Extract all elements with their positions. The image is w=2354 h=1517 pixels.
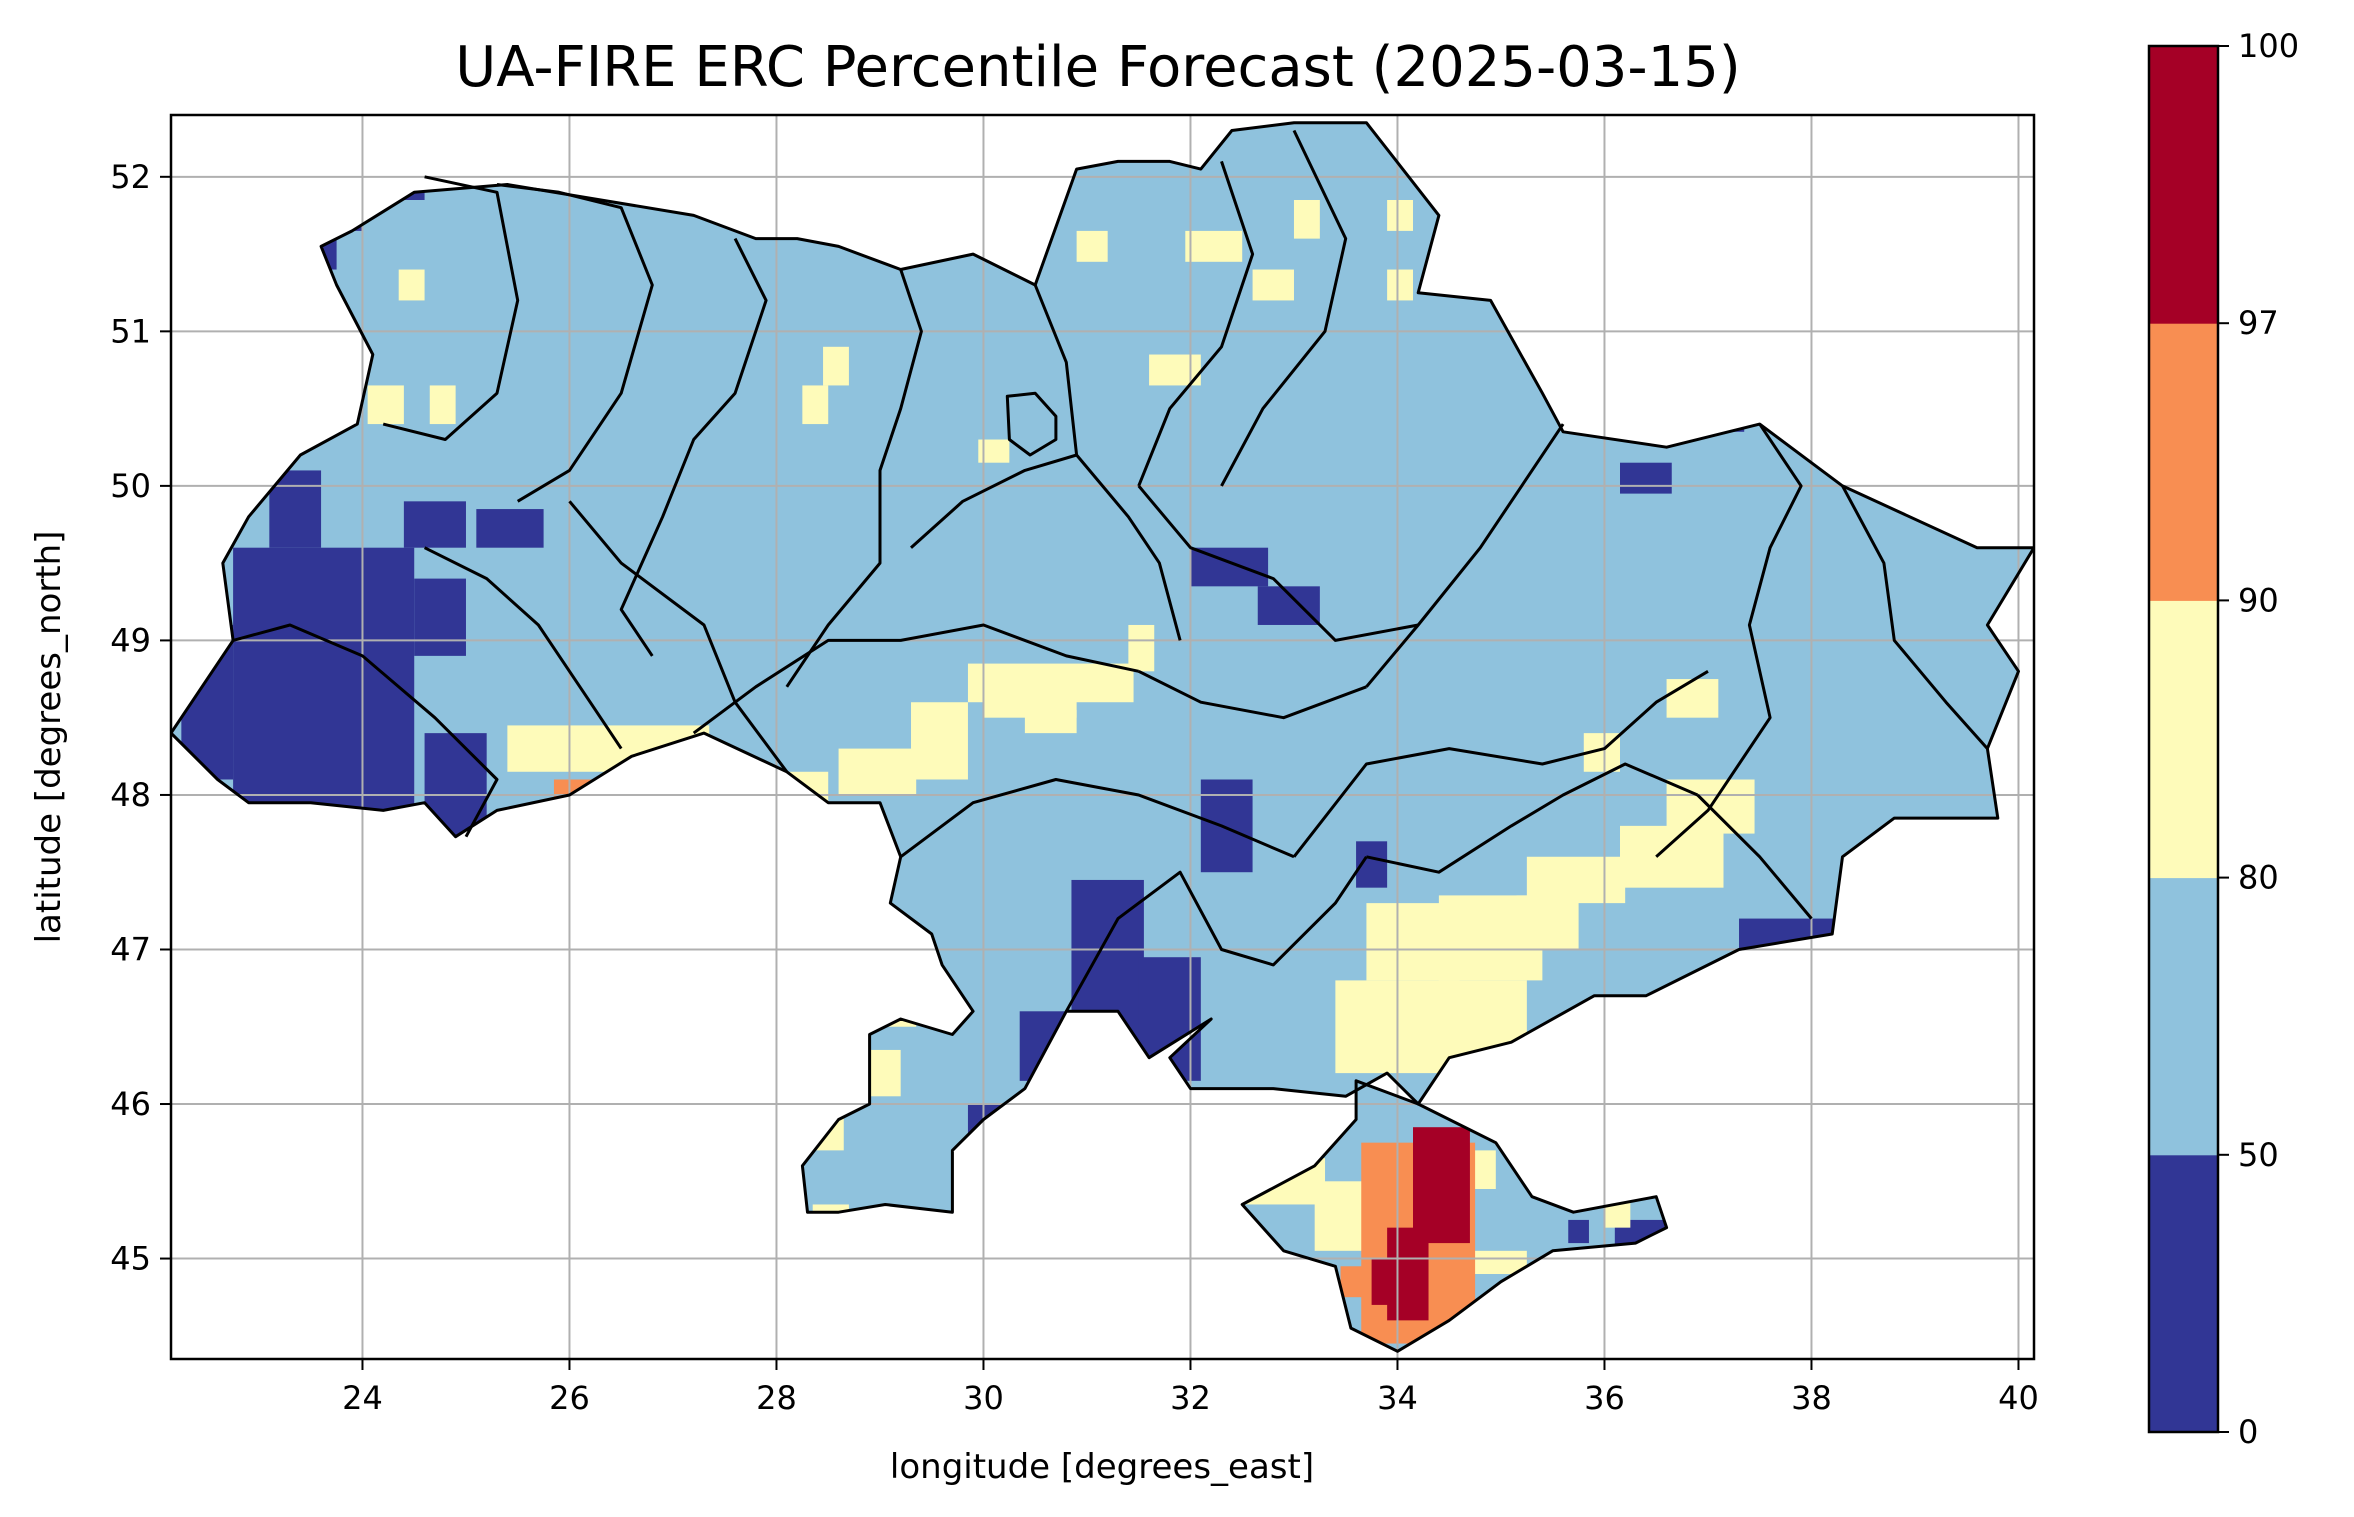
oblast-border [1033,284,1182,641]
heatmap-cell-yellow [1526,856,1626,904]
colorbar-tick-label: 50 [2238,1136,2279,1174]
heatmap-cell-yellow [1252,269,1294,301]
plot-frame [169,113,2036,1361]
heatmap-cell-yellow [1076,230,1108,262]
oblast-border [1064,855,1368,1013]
colorbar: 0 50 80 90 97 100 [2147,27,2299,1451]
crimea-border [1240,1079,1669,1353]
oblast-border [619,237,768,657]
colorbar-segment [2149,323,2218,601]
heatmap-cell-yellow [802,385,829,425]
oblast-border [496,183,654,503]
oblast-border [785,269,923,688]
oblast-border [1366,762,1699,874]
oblast-border [382,175,520,441]
oblast-border [692,623,1140,735]
heatmap-cell-yellow [911,702,968,780]
x-axis-label: longitude [degrees_east] [890,1447,1314,1487]
heatmap-cell-yellow [1516,895,1579,950]
oblast-border [1696,793,1813,920]
oblast-border [1137,484,1419,642]
x-tick-label: 32 [1170,1379,1211,1417]
y-tick-label: 48 [110,776,151,814]
colorbar-segment [2149,1154,2218,1433]
x-tick-label: 34 [1377,1379,1418,1417]
heatmap-cell-yellow [1293,199,1320,239]
oblast-border [1137,160,1255,487]
heatmap-cell-yellow [869,1049,901,1097]
heatmap-cell-blue [1620,462,1672,494]
x-tick-label: 30 [963,1379,1004,1417]
colorbar-tick-label: 100 [2238,27,2299,65]
oblast-border [899,778,1295,859]
heatmap-cell-yellow [429,385,456,425]
heatmap-cell-yellow [367,385,404,425]
heatmap-cell-blue [1190,547,1269,587]
colorbar-segment [2149,877,2218,1156]
y-tick-label: 52 [110,158,151,196]
colorbar-tick-label: 90 [2238,581,2279,619]
x-tick-label: 26 [549,1379,590,1417]
y-tick-label: 46 [110,1085,151,1123]
chart-title: UA-FIRE ERC Percentile Forecast (2025-03… [455,35,1740,100]
oblast-border [423,546,623,750]
y-axis-ticks: 45 46 47 48 49 50 51 52 [110,158,171,1278]
x-tick-label: 24 [342,1379,383,1417]
colorbar-segment [2149,46,2218,324]
colorbar-frame [2147,44,2220,1434]
oblast-border [568,500,789,773]
y-tick-label: 51 [110,312,151,350]
heatmap-cell-orange [1340,1266,1372,1298]
y-axis-label: latitude [degrees_north] [29,531,69,944]
heatmap-cell-blue [233,547,415,811]
y-tick-label: 49 [110,621,151,659]
colorbar-segment [2149,600,2218,879]
y-tick-label: 50 [110,467,151,505]
heatmap-cell-yellow [838,748,917,795]
heatmap-cell-yellow [823,346,849,386]
oblast-borders [171,121,2034,1353]
oblast-border [909,453,1078,549]
colorbar-tick-label: 80 [2238,859,2279,897]
oblast-border [1655,423,1803,858]
heatmap-cell-red [1413,1127,1470,1244]
heatmap-cell-yellow [1666,679,1719,718]
y-tick-label: 45 [110,1240,151,1278]
gridlines [171,115,2034,1359]
x-axis-ticks: 24 26 28 30 32 34 36 38 40 [342,1359,2039,1417]
heatmap-cell-blue [1200,779,1253,873]
heatmap-cell-yellow [978,439,1010,463]
oblast-border [1841,485,1989,750]
heatmap-cell-blue [476,509,544,548]
heatmap-cell-yellow [398,269,425,301]
country-border [171,121,2034,1214]
x-tick-label: 38 [1791,1379,1832,1417]
oblast-border [232,623,499,838]
heatmap-cell-yellow [1024,709,1077,734]
colorbar-tick-label: 0 [2238,1413,2258,1451]
kyiv-city-border [1005,391,1058,457]
heatmap-cell-blue [414,578,466,656]
heatmap-cell-blue [403,501,466,548]
heatmap-cell-yellow [1387,199,1413,231]
x-tick-label: 28 [756,1379,797,1417]
x-tick-label: 36 [1584,1379,1625,1417]
oblast-border [1365,423,1565,688]
oblast-border [1220,129,1348,487]
heatmap-cell-blue [1568,1219,1589,1244]
heatmap-cell-yellow [1185,230,1243,262]
oblast-border [1292,670,1709,858]
heatmap-cell-yellow [1469,1250,1527,1275]
oblast-border [1138,669,1367,720]
x-tick-label: 40 [1998,1379,2039,1417]
y-tick-label: 47 [110,930,151,968]
colorbar-tick-label: 97 [2238,304,2279,342]
heatmap-cell-yellow [1387,269,1413,301]
heatmap-cell-yellow [1128,624,1155,672]
heatmap-cell-yellow [1620,825,1724,888]
